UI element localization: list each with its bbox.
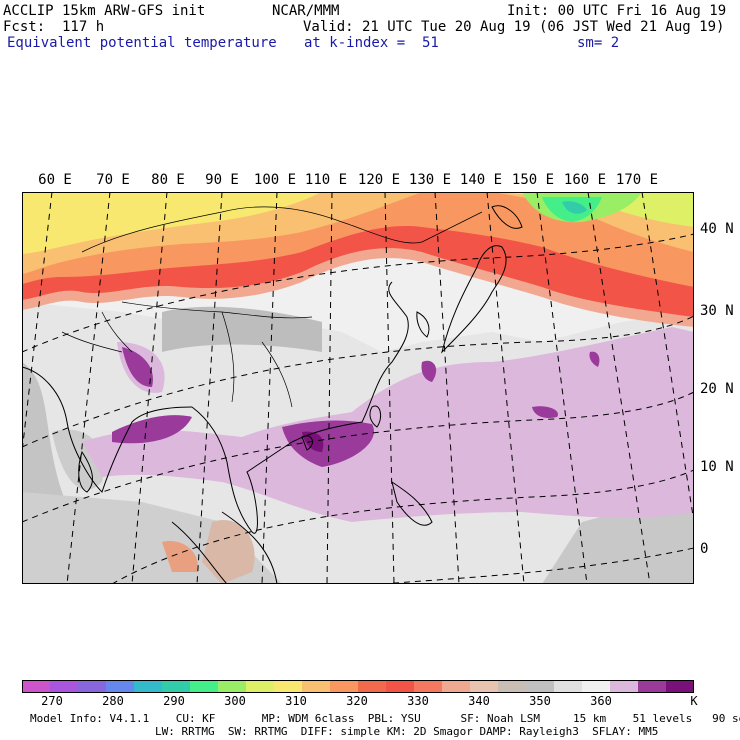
colorbar-swatch: [498, 680, 527, 693]
warm-north-band: [22, 192, 694, 327]
colorbar-tick-label: 270: [41, 694, 63, 708]
colorbar-swatch: [162, 680, 191, 693]
longitude-label: 60 E: [38, 172, 72, 188]
colorbar-swatch: [610, 680, 639, 693]
colorbar-swatch: [50, 680, 79, 693]
longitude-label: 150 E: [511, 172, 555, 188]
colorbar-swatch: [22, 680, 51, 693]
colorbar-swatch: [442, 680, 471, 693]
colorbar-swatch: [302, 680, 331, 693]
forecast-hour: Fcst: 117 h: [3, 19, 105, 35]
colorbar-swatch: [246, 680, 275, 693]
colorbar-swatch: [218, 680, 247, 693]
vertical-level: at k-index = 51: [304, 35, 439, 51]
colorbar-swatch: [134, 680, 163, 693]
colorbar-tick-label: 290: [163, 694, 185, 708]
colorbar-tick-label: 340: [468, 694, 490, 708]
purple-moist-regions: [82, 327, 694, 522]
longitude-label: 100 E: [253, 172, 297, 188]
model-info-line1: Model Info: V4.1.1 CU: KF MP: WDM 6class…: [30, 712, 740, 725]
colorbar-swatch: [330, 680, 359, 693]
longitude-label: 80 E: [151, 172, 185, 188]
theta-e-map: [22, 192, 694, 584]
colorbar-tick-label: 310: [285, 694, 307, 708]
colorbar-tick-label: 280: [102, 694, 124, 708]
longitude-label: 90 E: [205, 172, 239, 188]
organization-label: NCAR/MMM: [272, 3, 340, 19]
coastlines: [22, 205, 523, 584]
colorbar-swatch: [274, 680, 303, 693]
colorbar-swatch: [386, 680, 415, 693]
model-info-line2: LW: RRTMG SW: RRTMG DIFF: simple KM: 2D …: [155, 725, 659, 738]
valid-time: Valid: 21 UTC Tue 20 Aug 19 (06 JST Wed …: [303, 19, 725, 35]
longitude-label: 70 E: [96, 172, 130, 188]
longitude-label: 160 E: [563, 172, 607, 188]
colorbar-swatch: [638, 680, 667, 693]
colorbar-tick-label: 330: [407, 694, 429, 708]
latitude-label: 0: [700, 541, 709, 557]
colorbar-swatch: [358, 680, 387, 693]
longitude-label: 170 E: [615, 172, 659, 188]
colorbar-swatch: [554, 680, 583, 693]
map-frame: [22, 192, 694, 584]
latitude-label: 30 N: [700, 303, 734, 319]
colorbar-tick-label: 320: [346, 694, 368, 708]
latitude-label: 20 N: [700, 381, 734, 397]
init-time: Init: 00 UTC Fri 16 Aug 19: [507, 3, 727, 19]
colorbar-tick-label: 360: [590, 694, 612, 708]
colorbar-swatch: [190, 680, 219, 693]
colorbar-swatch: [526, 680, 555, 693]
colorbar: [22, 680, 694, 693]
colorbar-swatch: [106, 680, 135, 693]
latitude-label: 10 N: [700, 459, 734, 475]
smoothing-label: sm= 2: [577, 35, 620, 51]
colorbar-swatch: [414, 680, 443, 693]
colorbar-swatch: [582, 680, 611, 693]
latitude-label: 40 N: [700, 221, 734, 237]
longitude-label: 110 E: [304, 172, 348, 188]
longitude-label: 120 E: [357, 172, 401, 188]
colorbar-unit: K: [690, 694, 698, 708]
country-borders: [61, 206, 483, 408]
longitude-label: 130 E: [408, 172, 452, 188]
field-name: Equivalent potential temperature: [7, 35, 277, 51]
graticule: [22, 192, 694, 584]
colorbar-swatch: [470, 680, 499, 693]
longitude-label: 140 E: [459, 172, 503, 188]
model-title: ACCLIP 15km ARW-GFS init: [3, 3, 206, 19]
colorbar-swatch: [666, 680, 694, 693]
colorbar-swatch: [78, 680, 107, 693]
colorbar-tick-label: 350: [529, 694, 551, 708]
colorbar-tick-label: 300: [224, 694, 246, 708]
